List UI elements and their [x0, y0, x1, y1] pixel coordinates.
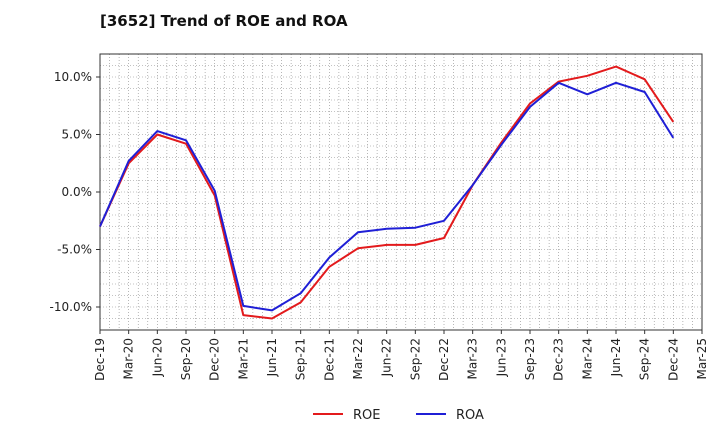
x-tick-label: Mar-21 — [236, 338, 250, 379]
x-tick-label: Mar-20 — [122, 338, 136, 379]
x-tick-label: Mar-22 — [351, 338, 365, 379]
x-tick-label: Jun-21 — [265, 338, 279, 377]
x-tick-label: Sep-24 — [638, 338, 652, 380]
x-tick-label: Mar-24 — [580, 338, 594, 379]
chart-title: [3652] Trend of ROE and ROA — [100, 12, 348, 30]
y-tick-label: 0.0% — [62, 185, 93, 199]
series-line-roa — [99, 81, 675, 312]
x-tick-label: Dec-23 — [552, 338, 566, 381]
x-tick-label: Mar-23 — [466, 338, 480, 379]
x-tick-label: Jun-20 — [150, 338, 164, 377]
x-tick-label: Mar-25 — [695, 338, 709, 379]
x-tick-label: Sep-20 — [179, 338, 193, 380]
x-tick-label: Dec-21 — [322, 338, 336, 381]
y-tick-label: 5.0% — [62, 128, 93, 142]
x-tick-label: Sep-22 — [408, 338, 422, 380]
x-tick-label: Dec-19 — [93, 338, 107, 381]
y-tick-label: -5.0% — [57, 243, 92, 257]
x-tick-label: Sep-21 — [294, 338, 308, 380]
x-tick-label: Jun-24 — [609, 338, 623, 377]
legend-label-roa: ROA — [456, 408, 484, 423]
y-tick-label: -10.0% — [50, 300, 92, 314]
legend-label-roe: ROE — [353, 408, 380, 423]
series-line-roe — [99, 65, 675, 320]
x-tick-label: Dec-24 — [666, 338, 680, 381]
x-tick-label: Jun-22 — [380, 338, 394, 377]
x-tick-label: Dec-20 — [208, 338, 222, 381]
x-tick-label: Sep-23 — [523, 338, 537, 380]
y-tick-label: 10.0% — [54, 70, 92, 84]
x-tick-label: Dec-22 — [437, 338, 451, 381]
x-tick-label: Jun-23 — [494, 338, 508, 377]
